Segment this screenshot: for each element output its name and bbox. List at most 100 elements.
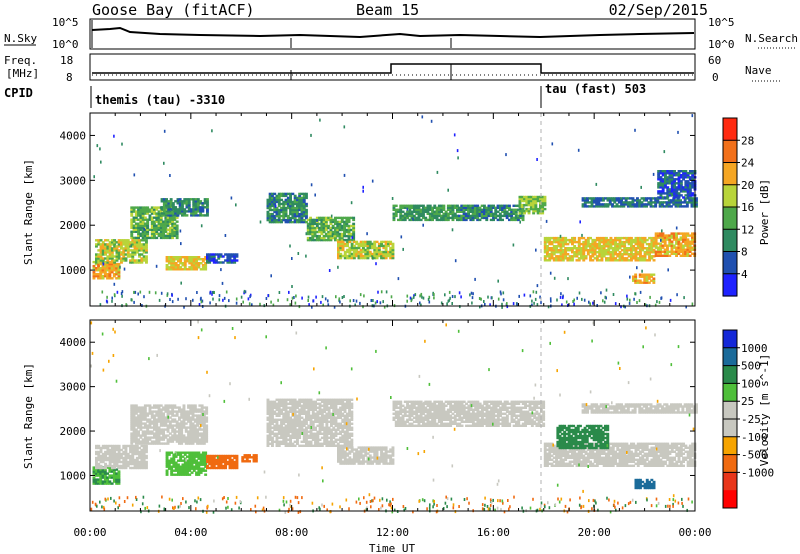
range-cell [581,203,585,206]
range-cell [138,464,141,468]
range-cell [141,222,145,225]
range-cell [654,197,658,200]
range-cell [382,244,386,248]
range-cell [277,194,281,198]
range-cell [201,453,205,456]
range-cell [280,402,283,405]
range-cell [142,450,146,454]
range-cell [615,205,619,208]
range-cell [171,424,175,427]
range-cell [104,444,107,448]
range-cell [636,257,640,260]
range-cell [517,208,520,211]
range-cell [141,426,145,429]
range-cell [131,466,135,470]
range-cell [268,212,272,216]
range-cell [282,432,286,435]
range-cell [691,242,694,245]
range-cell [582,249,586,252]
range-cell [187,204,191,207]
range-cell [143,224,147,227]
range-cell [178,198,182,201]
range-cell [138,241,141,244]
ground-scatter-cell [251,303,253,307]
range-cell [691,194,695,197]
range-cell [178,204,182,207]
range-cell [521,216,525,220]
range-cell [217,458,221,462]
range-cell [97,446,101,450]
range-cell [514,208,518,211]
range-cell [289,440,292,443]
range-cell [97,239,101,242]
range-cell [280,420,283,423]
ground-scatter-cell [212,297,214,301]
range-cell [309,222,312,226]
ground-scatter-cell [559,295,562,299]
range-cell [456,210,459,213]
range-cell [192,459,196,462]
range-cell [266,214,270,218]
range-cell [298,196,302,200]
range-cell [487,208,491,211]
range-cell [169,214,173,217]
range-cell [106,275,109,278]
range-cell [331,226,335,230]
range-cell [185,206,189,209]
range-cell [141,226,145,229]
range-cell [473,212,477,215]
range-cell [464,206,468,209]
range-cell [636,203,639,206]
range-cell [103,262,107,266]
range-cell [593,251,597,254]
range-cell [487,212,491,215]
range-cell [122,456,126,460]
range-cell [343,250,347,254]
range-cell [419,204,423,207]
range-cell [186,473,189,476]
range-cell [494,208,498,211]
range-cell [289,436,292,439]
range-cell [364,254,368,258]
range-cell [401,210,405,213]
range-cell [117,267,121,270]
range-cell [106,243,110,246]
range-cell [380,256,383,260]
ground-scatter-cell [307,295,310,299]
range-cell [157,216,161,219]
range-cell [661,174,665,177]
power-colorbar-swatch [723,184,737,208]
range-cell [419,218,423,222]
range-cell [132,226,136,229]
sparse-cell [519,220,521,224]
range-cell [348,246,352,250]
range-cell [175,234,179,237]
range-cell [140,454,144,458]
range-cell [150,426,154,429]
range-cell [327,226,331,230]
range-cell [277,192,281,196]
range-cell [134,418,138,421]
range-cell [686,240,690,243]
range-cell [296,208,299,212]
range-cell [609,247,613,250]
range-cell [202,426,206,429]
range-cell [226,261,230,264]
range-cell [582,257,586,260]
range-cell [568,247,572,250]
range-cell [401,206,405,209]
range-cell [625,247,629,250]
range-cell [171,234,175,237]
range-cell [534,197,538,201]
range-cell [199,457,203,460]
range-cell [275,426,279,429]
sparse-cell [93,175,95,179]
sparse-cell [545,219,548,223]
range-cell [271,404,274,407]
range-cell [663,234,667,237]
range-cell [164,408,168,411]
range-cell [173,418,177,421]
range-cell [204,463,208,466]
range-cell [536,197,540,201]
range-cell [182,408,186,411]
